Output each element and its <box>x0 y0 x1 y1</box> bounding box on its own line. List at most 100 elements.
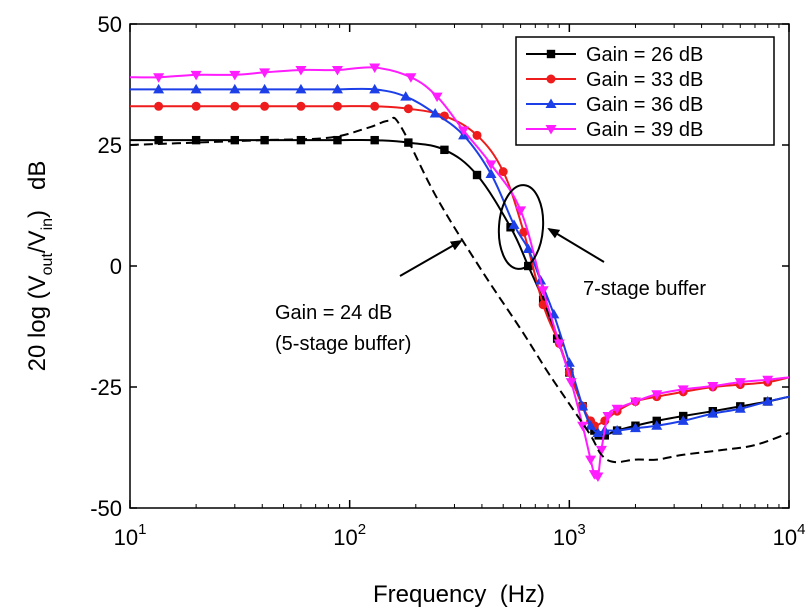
data-point <box>519 227 529 237</box>
data-point <box>154 101 164 111</box>
legend-label: Gain = 26 dB <box>586 44 703 66</box>
data-point <box>154 135 163 145</box>
data-point <box>515 206 527 216</box>
data-point <box>611 425 623 435</box>
data-point <box>191 135 201 145</box>
data-point <box>577 421 589 432</box>
data-point <box>458 126 470 136</box>
legend-item: Gain = 33 dB <box>526 69 703 91</box>
series-line <box>130 138 789 438</box>
data-point <box>403 104 413 114</box>
data-point <box>677 385 689 395</box>
data-point <box>602 412 614 422</box>
data-point <box>332 101 342 111</box>
data-point <box>295 83 307 94</box>
series-line <box>130 116 789 464</box>
data-point <box>230 135 240 145</box>
data-point <box>331 83 343 94</box>
data-point <box>295 65 307 76</box>
data-point <box>651 420 663 430</box>
data-point <box>498 167 508 177</box>
legend-item: Gain = 39 dB <box>526 119 703 141</box>
x-tick-label: 101 <box>114 521 147 550</box>
data-point <box>600 431 609 440</box>
legend-marker <box>546 74 556 84</box>
data-point <box>296 101 306 111</box>
x-tick-label: 103 <box>553 521 586 550</box>
y-tick-label: 0 <box>110 254 122 279</box>
data-point <box>629 422 641 433</box>
data-point <box>538 300 548 310</box>
data-point <box>585 420 597 430</box>
data-point <box>707 382 719 392</box>
x-tick-label: 102 <box>333 521 366 550</box>
data-point <box>259 83 271 94</box>
data-point <box>190 70 202 81</box>
data-point <box>611 404 623 415</box>
data-point <box>553 339 565 349</box>
x-tick-label: 104 <box>773 521 806 550</box>
series-layer <box>130 63 789 483</box>
data-point <box>485 160 497 170</box>
legend-marker <box>546 49 556 59</box>
data-point <box>677 415 689 425</box>
data-point <box>190 83 202 94</box>
data-point <box>229 83 241 94</box>
data-point <box>405 73 417 83</box>
data-point <box>734 378 746 388</box>
legend-label: Gain = 39 dB <box>586 119 703 141</box>
data-point <box>538 295 548 305</box>
arrow-24db <box>399 240 463 277</box>
data-point <box>472 130 482 140</box>
x-axis-label: Frequency (Hz) <box>373 581 545 608</box>
data-point <box>400 91 412 101</box>
data-point <box>259 68 271 78</box>
series-gain-24-db-5-stage-buffer <box>130 116 789 464</box>
y-tick-label: 25 <box>98 133 122 158</box>
series-gain-39-db <box>130 63 789 483</box>
data-point <box>440 145 449 155</box>
data-point <box>370 135 379 145</box>
y-tick-label: -50 <box>90 496 122 521</box>
data-point <box>585 455 597 466</box>
data-point <box>522 243 534 254</box>
annotation-7stage: 7-stage buffer <box>583 278 706 300</box>
axes: -50 -25 0 25 50 101 102 103 104 <box>90 12 805 550</box>
data-point <box>485 168 497 179</box>
legend-label: Gain = 36 dB <box>586 94 703 116</box>
data-point <box>508 219 520 229</box>
data-point <box>595 445 607 456</box>
y-tick-label: 50 <box>98 12 122 37</box>
arrow-7stage <box>547 227 605 263</box>
data-point <box>229 70 241 81</box>
data-point <box>153 83 165 94</box>
data-point <box>762 375 774 386</box>
data-point <box>651 390 663 400</box>
legend-item: Gain = 36 dB <box>526 94 703 116</box>
series-line <box>130 105 789 427</box>
data-point <box>429 108 441 118</box>
data-point <box>537 286 549 296</box>
y-axis-label: 20 log (Vout/Vin) dB <box>24 161 56 372</box>
data-point <box>592 427 604 437</box>
data-point <box>565 378 577 388</box>
data-point <box>707 408 719 418</box>
data-point <box>191 101 201 111</box>
data-point <box>331 65 343 76</box>
legend: Gain = 26 dB Gain = 33 dB Gain = 36 dB Gain… <box>515 36 775 146</box>
annotation-5stage: (5-stage buffer) <box>275 333 411 355</box>
data-point <box>260 101 270 111</box>
data-point <box>369 63 381 74</box>
data-point <box>333 135 342 145</box>
data-point <box>230 101 240 111</box>
legend-item: Gain = 26 dB <box>526 44 703 66</box>
data-point <box>577 400 589 411</box>
data-point <box>369 83 381 94</box>
annotations: Gain = 24 dB (5-stage buffer) 7-stage bu… <box>275 184 706 355</box>
seven-stage-ellipse <box>497 184 545 270</box>
data-point <box>472 170 482 180</box>
data-point <box>629 397 641 408</box>
data-point <box>431 92 443 103</box>
data-point <box>153 73 165 83</box>
